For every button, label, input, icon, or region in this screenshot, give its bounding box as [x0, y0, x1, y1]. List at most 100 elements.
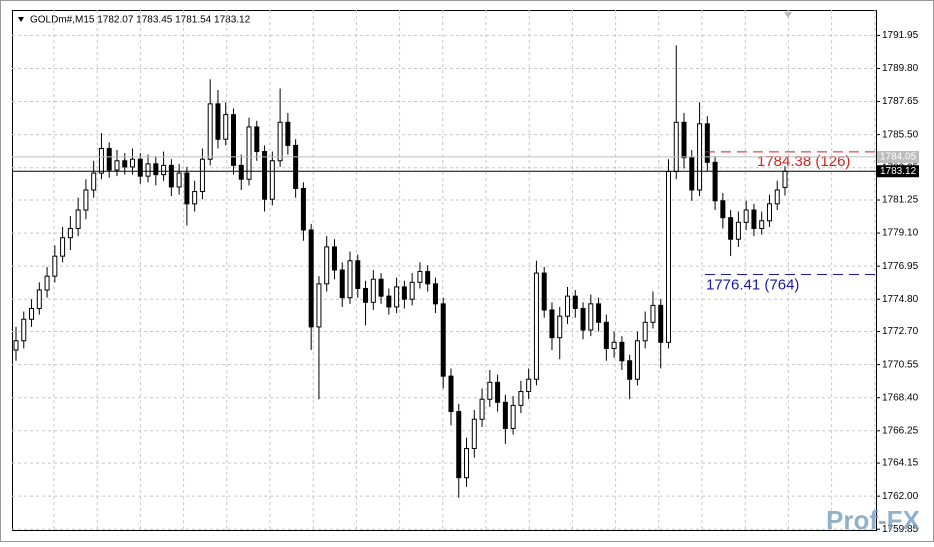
level-label: 1776.41 (764): [706, 276, 799, 293]
candle-body: [254, 126, 260, 153]
candle-body: [36, 289, 42, 309]
candle-body: [704, 123, 710, 163]
candle-body: [681, 121, 687, 159]
candle-body: [782, 170, 788, 188]
candle-body: [712, 161, 718, 202]
y-tick-label: 1768.40: [882, 392, 919, 403]
candle-body: [596, 303, 602, 323]
y-tick-label: 1781.25: [882, 195, 919, 206]
candle-body: [572, 295, 578, 309]
candle-body: [285, 121, 291, 146]
candle-body: [634, 340, 640, 380]
candle-body: [642, 321, 648, 342]
bid-box: [877, 165, 919, 178]
candle-body: [215, 103, 221, 140]
header: GOLDm#,M15 1782.07 1783.45 1781.54 1783.…: [30, 15, 251, 26]
candle-body: [137, 158, 143, 177]
y-tick-label: 1770.55: [882, 359, 919, 370]
candle-body: [502, 401, 508, 429]
candle-body: [557, 315, 563, 339]
candle-body: [720, 200, 726, 219]
candle-body: [161, 164, 167, 176]
candle-body: [464, 447, 470, 479]
candle-body: [619, 341, 625, 362]
candle-body: [611, 341, 617, 349]
candle-body: [293, 144, 299, 189]
candle-body: [114, 160, 120, 171]
candle-body: [176, 172, 182, 188]
candle-body: [106, 147, 112, 171]
shift-marker: [784, 12, 792, 18]
candle-body: [122, 160, 128, 168]
candle-body: [603, 321, 609, 349]
candle-body: [432, 283, 438, 305]
candle-body: [347, 260, 353, 299]
candle-body: [766, 203, 772, 222]
candle-body: [370, 278, 376, 303]
candle-body: [168, 164, 174, 188]
candle-body: [425, 271, 431, 285]
candle-body: [386, 295, 392, 308]
candle-body: [728, 217, 734, 240]
candle-body: [75, 209, 81, 229]
y-tick-label: 1764.15: [882, 458, 919, 469]
candle-body: [510, 404, 516, 429]
y-tick-label: 1772.70: [882, 326, 919, 337]
y-tick-label: 1774.80: [882, 294, 919, 305]
candle-body: [300, 187, 306, 231]
candle-body: [29, 307, 35, 320]
candle-body: [541, 272, 547, 311]
candle-body: [363, 287, 369, 303]
y-tick-label: 1779.10: [882, 228, 919, 239]
candle-body: [21, 318, 27, 342]
candle-body: [130, 158, 136, 168]
candle-body: [479, 398, 485, 420]
candle-body: [339, 269, 345, 299]
candle-body: [565, 295, 571, 317]
candle-body: [308, 229, 314, 328]
candle-body: [448, 375, 454, 413]
y-tick-label: 1791.95: [882, 30, 919, 41]
candle-body: [331, 246, 337, 271]
candle-body: [316, 283, 322, 328]
candle-body: [324, 246, 330, 285]
candle-body: [199, 158, 205, 193]
candle-body: [689, 157, 695, 191]
candle-body: [487, 381, 493, 400]
candle-body: [52, 255, 58, 277]
candle-body: [440, 303, 446, 377]
ask-box: [877, 150, 919, 163]
candle-body: [673, 121, 679, 173]
candle-body: [91, 172, 97, 191]
candle-body: [417, 271, 423, 283]
candle-body: [192, 191, 198, 205]
y-tick-label: 1776.95: [882, 261, 919, 272]
y-tick-label: 1789.80: [882, 63, 919, 74]
candle-body: [588, 303, 594, 331]
candle-body: [580, 307, 586, 331]
y-tick-label: 1762.00: [882, 491, 919, 502]
candle-body: [13, 340, 19, 351]
candle-body: [665, 171, 671, 343]
ask-label: 1784.05: [880, 152, 917, 163]
candle-body: [549, 309, 555, 339]
candle-body: [98, 147, 104, 174]
y-tick-label: 1759.85: [882, 524, 919, 535]
candle-body: [246, 126, 252, 180]
candle-body: [378, 278, 384, 297]
menu-arrow: [18, 17, 24, 22]
candle-body: [355, 260, 361, 289]
candle-body: [526, 378, 532, 393]
candle-body: [471, 418, 477, 449]
candle-body: [145, 163, 151, 177]
candle-body: [650, 304, 656, 323]
candle-body: [277, 121, 283, 162]
candle-body: [533, 272, 539, 380]
candle-body: [207, 103, 213, 160]
y-tick-label: 1766.25: [882, 425, 919, 436]
candle-body: [223, 114, 229, 140]
candle-body: [774, 189, 780, 205]
y-tick-label: 1785.50: [882, 129, 919, 140]
y-tick-label: 1787.65: [882, 96, 919, 107]
candle-body: [495, 381, 501, 403]
